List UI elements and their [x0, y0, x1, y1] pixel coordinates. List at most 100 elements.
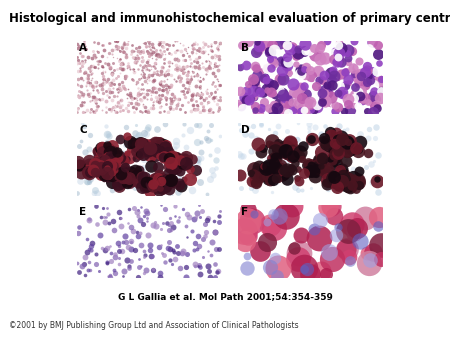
- Point: [192, 84, 199, 89]
- Point: [155, 41, 162, 46]
- Point: [197, 109, 204, 115]
- Point: [104, 174, 112, 179]
- Point: [274, 145, 282, 151]
- Point: [355, 89, 362, 95]
- Point: [99, 149, 106, 154]
- Point: [85, 147, 92, 152]
- Point: [116, 102, 123, 108]
- Point: [148, 96, 155, 102]
- Point: [208, 48, 215, 53]
- Point: [325, 177, 332, 183]
- Point: [332, 97, 339, 103]
- Point: [148, 93, 155, 98]
- Point: [162, 85, 170, 91]
- Point: [288, 203, 295, 209]
- Point: [316, 137, 323, 143]
- Point: [181, 181, 189, 186]
- Point: [207, 176, 214, 182]
- Point: [194, 157, 202, 162]
- Point: [266, 169, 274, 174]
- Point: [145, 87, 152, 92]
- Point: [93, 54, 100, 59]
- Point: [207, 137, 214, 143]
- Point: [281, 145, 288, 151]
- Point: [152, 52, 159, 57]
- Point: [250, 211, 257, 216]
- Point: [126, 66, 133, 71]
- Point: [320, 72, 328, 78]
- Point: [135, 85, 142, 90]
- Point: [118, 152, 126, 157]
- Point: [211, 61, 218, 66]
- Point: [272, 255, 279, 261]
- Point: [115, 58, 122, 64]
- Point: [248, 84, 255, 90]
- Point: [250, 94, 257, 99]
- Point: [110, 85, 117, 91]
- Point: [191, 74, 198, 79]
- Point: [253, 65, 260, 70]
- Point: [206, 269, 213, 274]
- Point: [109, 55, 117, 60]
- Point: [153, 178, 160, 184]
- Point: [329, 175, 336, 180]
- Point: [150, 90, 157, 95]
- Point: [111, 270, 118, 275]
- Point: [150, 86, 158, 91]
- Point: [137, 142, 144, 147]
- Point: [102, 123, 109, 128]
- Point: [187, 56, 194, 62]
- Point: [85, 54, 92, 59]
- Point: [319, 90, 326, 95]
- Point: [106, 65, 113, 70]
- Point: [94, 152, 102, 158]
- Point: [124, 102, 131, 107]
- Point: [81, 110, 88, 115]
- Point: [163, 82, 170, 88]
- Point: [289, 153, 296, 159]
- Point: [155, 182, 162, 188]
- Point: [316, 217, 324, 223]
- Point: [146, 126, 153, 131]
- Point: [96, 171, 104, 176]
- Point: [298, 188, 306, 193]
- Point: [355, 173, 362, 179]
- Point: [306, 101, 314, 106]
- Point: [250, 83, 257, 89]
- Point: [85, 75, 92, 81]
- Point: [117, 61, 125, 67]
- Point: [307, 99, 314, 104]
- Point: [282, 39, 289, 44]
- Point: [171, 96, 179, 102]
- Point: [99, 42, 106, 48]
- Point: [93, 103, 100, 108]
- Point: [309, 162, 316, 167]
- Point: [78, 120, 86, 125]
- Point: [326, 142, 333, 148]
- Point: [364, 151, 371, 156]
- Point: [348, 145, 355, 150]
- Point: [152, 61, 159, 66]
- Point: [131, 102, 138, 107]
- Point: [374, 153, 381, 158]
- Point: [113, 156, 120, 162]
- Point: [286, 140, 293, 146]
- Point: [330, 157, 337, 163]
- Point: [165, 150, 172, 155]
- Point: [294, 121, 302, 126]
- Point: [158, 43, 166, 48]
- Point: [171, 153, 178, 159]
- Point: [84, 91, 91, 96]
- Point: [80, 261, 87, 266]
- Point: [144, 38, 151, 43]
- Point: [333, 176, 341, 182]
- Point: [124, 65, 131, 71]
- Point: [108, 89, 115, 94]
- Point: [180, 151, 188, 156]
- Point: [99, 205, 107, 211]
- Point: [141, 78, 149, 83]
- Point: [126, 139, 133, 144]
- Point: [122, 74, 130, 79]
- Point: [268, 190, 275, 195]
- Point: [187, 64, 194, 69]
